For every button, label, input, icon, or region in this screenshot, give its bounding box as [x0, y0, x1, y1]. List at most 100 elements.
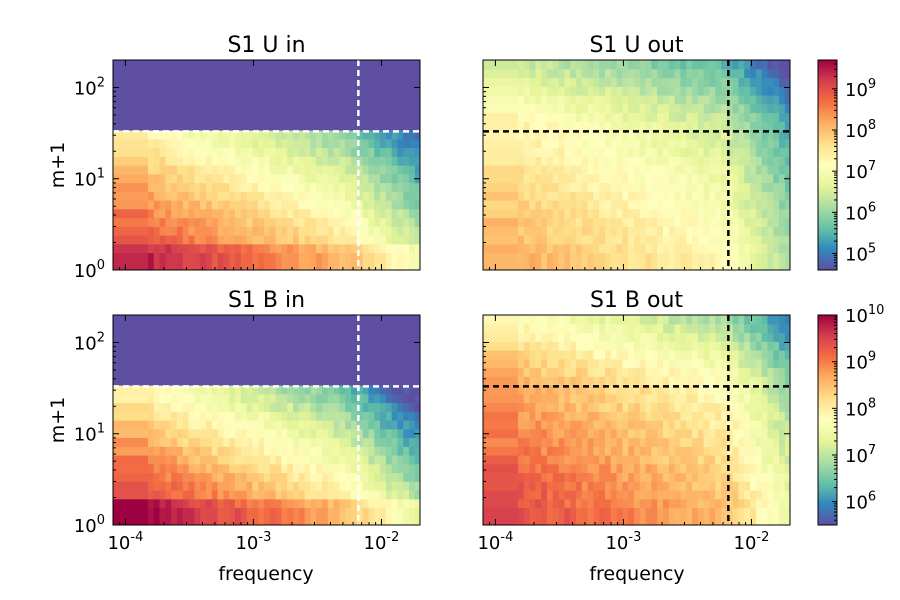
heatmap-cell	[546, 490, 554, 500]
heatmap-cell	[657, 68, 664, 79]
heatmap-cell	[351, 472, 358, 482]
heatmap-cell	[356, 437, 364, 447]
heatmap-cell	[645, 358, 653, 369]
heatmap-cell	[738, 411, 745, 421]
heatmap-cell	[281, 376, 288, 386]
heatmap-cell	[374, 243, 381, 254]
heatmap-cell	[339, 455, 346, 465]
heatmap-cell	[622, 68, 629, 79]
heatmap-cell	[194, 437, 201, 447]
heatmap-cell	[333, 341, 341, 351]
heatmap-cell	[339, 173, 346, 184]
heatmap-cell	[298, 402, 306, 412]
heatmap-cell	[287, 208, 294, 219]
heatmap-cell	[628, 173, 635, 184]
heatmap-cell	[517, 208, 525, 219]
heatmap-cell	[298, 226, 306, 236]
heatmap-cell	[147, 147, 155, 157]
heatmap-cell	[333, 182, 341, 192]
heatmap-cell	[744, 165, 751, 175]
heatmap-cell	[692, 60, 699, 70]
heatmap-cell	[217, 121, 224, 131]
heatmap-cell	[339, 156, 346, 166]
heatmap-cell	[368, 455, 375, 465]
heatmap-cell	[784, 358, 790, 369]
heatmap-cell	[362, 156, 370, 166]
heatmap-cell	[570, 173, 577, 184]
heatmap-cell	[773, 112, 780, 122]
heatmap-cell	[767, 77, 774, 87]
heatmap-cell	[715, 350, 722, 360]
heatmap-cell	[356, 103, 364, 114]
heatmap-cell	[575, 86, 583, 96]
heatmap-cell	[784, 446, 790, 456]
heatmap-cell	[414, 490, 420, 500]
heatmap-cell	[703, 385, 711, 395]
heatmap-cell	[558, 217, 565, 227]
heatmap-cell	[153, 68, 161, 79]
heatmap-cell	[570, 472, 577, 482]
heatmap-cell	[674, 95, 682, 105]
heatmap-cell	[552, 437, 560, 447]
heatmap-cell	[258, 68, 265, 79]
heatmap-cell	[403, 182, 410, 192]
heatmap-cell	[657, 173, 664, 184]
heatmap-cell	[634, 182, 641, 192]
heatmap-cell	[362, 95, 370, 105]
heatmap-cell	[697, 420, 705, 430]
heatmap-cell	[726, 156, 734, 166]
heatmap-cell	[182, 498, 190, 509]
heatmap-cell	[368, 350, 375, 360]
heatmap-cell	[680, 472, 687, 482]
heatmap-cell	[211, 138, 219, 149]
heatmap-cell	[552, 173, 560, 184]
heatmap-cell	[293, 455, 300, 465]
heatmap-cell	[575, 385, 583, 395]
heatmap-cell	[483, 358, 519, 369]
heatmap-cell	[715, 173, 722, 184]
heatmap-cell	[252, 437, 259, 447]
heatmap-cell	[651, 446, 658, 456]
heatmap-cell	[732, 235, 740, 245]
heatmap-cell	[385, 367, 393, 377]
heatmap-cell	[351, 200, 358, 210]
heatmap-cell	[610, 147, 618, 157]
heatmap-cell	[541, 402, 548, 412]
heatmap-cell	[205, 472, 213, 482]
heatmap-cell	[709, 173, 716, 184]
heatmap-cell	[223, 437, 230, 447]
heatmap-cell	[240, 191, 248, 201]
heatmap-cell	[750, 481, 757, 491]
heatmap-cell	[333, 208, 341, 219]
heatmap-cell	[188, 86, 195, 96]
heatmap-cell	[570, 367, 577, 377]
heatmap-cell	[182, 86, 190, 96]
heatmap-cell	[581, 428, 589, 439]
heatmap-cell	[403, 156, 410, 166]
heatmap-cell	[240, 242, 248, 270]
heatmap-cell	[570, 428, 577, 439]
heatmap-cell	[703, 323, 711, 334]
heatmap-cell	[697, 191, 705, 201]
heatmap-cell	[200, 156, 207, 166]
heatmap-cell	[680, 121, 687, 131]
heatmap-cell	[657, 446, 664, 456]
heatmap-cell	[281, 358, 288, 369]
heatmap-cell	[639, 472, 647, 482]
heatmap-cell	[587, 200, 594, 210]
heatmap-cell	[200, 60, 207, 70]
heatmap-cell	[570, 376, 577, 386]
heatmap-cell	[316, 437, 323, 447]
heatmap-cell	[252, 455, 259, 465]
heatmap-cell	[380, 208, 387, 219]
heatmap-cell	[535, 350, 542, 360]
heatmap-cell	[773, 497, 780, 525]
heatmap-cell	[645, 243, 653, 254]
heatmap-cell	[205, 446, 213, 456]
heatmap-cell	[316, 95, 323, 105]
heatmap-cell	[409, 463, 416, 474]
heatmap-cell	[391, 242, 399, 270]
heatmap-cell	[223, 358, 230, 369]
heatmap-cell	[541, 411, 548, 421]
heatmap-cell	[483, 77, 519, 87]
